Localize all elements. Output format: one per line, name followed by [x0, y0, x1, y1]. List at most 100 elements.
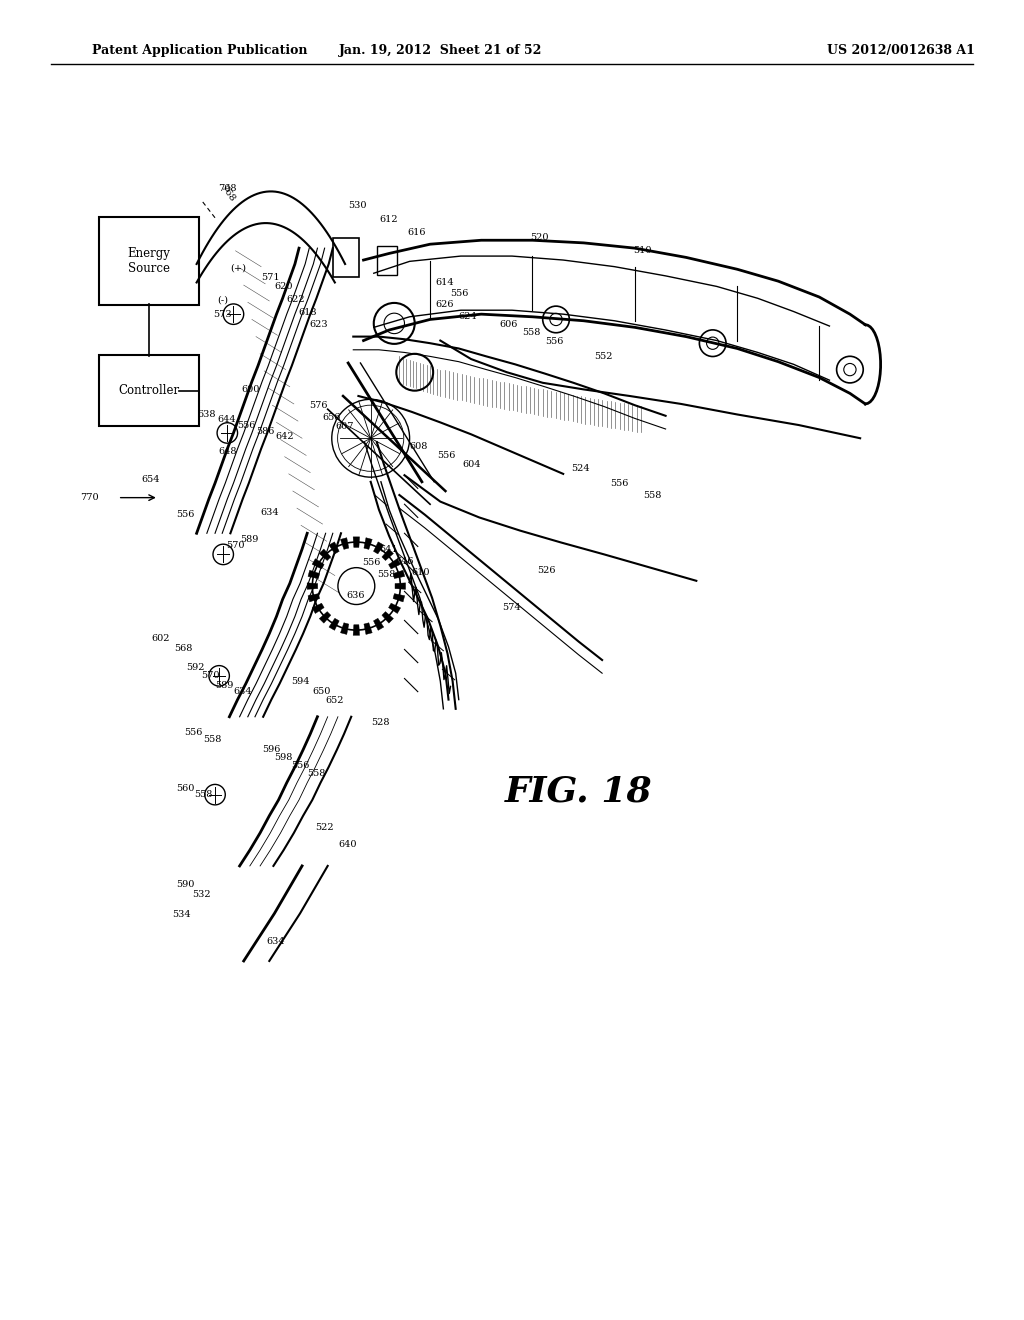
Text: 560: 560	[176, 784, 195, 792]
Text: 636: 636	[346, 591, 365, 599]
Polygon shape	[388, 558, 400, 569]
Text: 556: 556	[176, 511, 195, 519]
Text: 600: 600	[242, 385, 260, 393]
Text: 576: 576	[309, 401, 328, 409]
Polygon shape	[319, 549, 331, 561]
Text: Energy
Source: Energy Source	[128, 247, 170, 275]
Text: 558: 558	[522, 329, 541, 337]
Text: 656: 656	[323, 413, 341, 421]
Text: 530: 530	[348, 202, 367, 210]
Polygon shape	[312, 603, 325, 614]
Text: (-): (-)	[217, 296, 228, 304]
Bar	[377, 246, 397, 275]
Polygon shape	[388, 603, 400, 614]
Text: 594: 594	[291, 677, 309, 685]
Text: 602: 602	[152, 635, 170, 643]
FancyBboxPatch shape	[99, 216, 199, 305]
Text: US 2012/0012638 A1: US 2012/0012638 A1	[827, 44, 975, 57]
Text: 768: 768	[218, 185, 237, 193]
Text: Controller: Controller	[119, 384, 179, 397]
Text: 526: 526	[538, 566, 556, 574]
Text: 556: 556	[610, 479, 629, 487]
Text: (+): (+)	[230, 264, 247, 272]
Text: FIG. 18: FIG. 18	[505, 775, 652, 809]
Bar	[334, 238, 359, 277]
Text: 558: 558	[377, 570, 395, 578]
Text: 570: 570	[201, 672, 219, 680]
Text: 556: 556	[184, 729, 203, 737]
Text: 634: 634	[266, 937, 285, 945]
Text: 654: 654	[141, 475, 160, 483]
Text: 589: 589	[241, 536, 259, 544]
Polygon shape	[341, 623, 349, 635]
Text: 607: 607	[336, 422, 354, 430]
Circle shape	[543, 306, 569, 333]
Polygon shape	[382, 549, 393, 561]
Text: 622: 622	[287, 296, 305, 304]
Circle shape	[205, 784, 225, 805]
Text: 590: 590	[176, 880, 195, 888]
Polygon shape	[353, 537, 359, 548]
Circle shape	[213, 544, 233, 565]
Polygon shape	[308, 594, 319, 602]
Text: 606: 606	[500, 321, 518, 329]
Text: 634: 634	[260, 508, 279, 516]
Text: 520: 520	[530, 234, 549, 242]
Text: 634: 634	[233, 688, 252, 696]
Text: 608: 608	[410, 442, 428, 450]
Text: 623: 623	[309, 321, 328, 329]
Polygon shape	[374, 618, 384, 631]
Polygon shape	[364, 537, 372, 549]
Text: 648: 648	[218, 447, 237, 455]
Polygon shape	[382, 611, 393, 623]
Text: 646: 646	[395, 557, 414, 565]
Circle shape	[312, 543, 400, 630]
Text: 650: 650	[312, 688, 331, 696]
Circle shape	[837, 356, 863, 383]
Text: 556: 556	[437, 451, 456, 459]
Text: 556: 556	[362, 558, 381, 566]
Text: 552: 552	[594, 352, 612, 360]
Text: Patent Application Publication: Patent Application Publication	[92, 44, 307, 57]
Text: 614: 614	[435, 279, 454, 286]
Text: Jan. 19, 2012  Sheet 21 of 52: Jan. 19, 2012 Sheet 21 of 52	[339, 44, 542, 57]
Text: 652: 652	[326, 697, 344, 705]
Text: 532: 532	[193, 891, 211, 899]
Text: 641: 641	[379, 545, 397, 553]
Polygon shape	[374, 541, 384, 554]
Text: 626: 626	[435, 301, 454, 309]
Text: 610: 610	[412, 569, 430, 577]
Polygon shape	[364, 623, 372, 635]
Text: 618: 618	[298, 309, 316, 317]
Text: 556: 556	[238, 421, 256, 429]
Text: 556: 556	[545, 338, 563, 346]
Text: 640: 640	[338, 841, 356, 849]
Polygon shape	[307, 583, 317, 589]
Text: 524: 524	[571, 465, 590, 473]
Circle shape	[217, 422, 238, 444]
Text: 592: 592	[186, 664, 205, 672]
Text: 556: 556	[451, 289, 469, 297]
Polygon shape	[393, 594, 404, 602]
Text: 571: 571	[261, 273, 280, 281]
Polygon shape	[341, 537, 349, 549]
Text: 570: 570	[226, 541, 245, 549]
Text: 770: 770	[80, 494, 98, 502]
Circle shape	[223, 304, 244, 325]
Text: 598: 598	[274, 754, 293, 762]
Text: 558: 558	[203, 735, 221, 743]
Text: 558: 558	[643, 491, 662, 499]
Text: 768: 768	[218, 182, 237, 203]
Text: 612: 612	[379, 215, 397, 223]
Text: 522: 522	[315, 824, 334, 832]
Circle shape	[374, 302, 415, 345]
Text: 528: 528	[371, 718, 389, 726]
Text: 556: 556	[291, 762, 309, 770]
Text: 638: 638	[198, 411, 216, 418]
Text: 586: 586	[256, 428, 274, 436]
Text: 589: 589	[215, 681, 233, 689]
Polygon shape	[393, 570, 404, 578]
Polygon shape	[329, 618, 339, 631]
Text: 510: 510	[633, 247, 651, 255]
Polygon shape	[308, 570, 319, 578]
